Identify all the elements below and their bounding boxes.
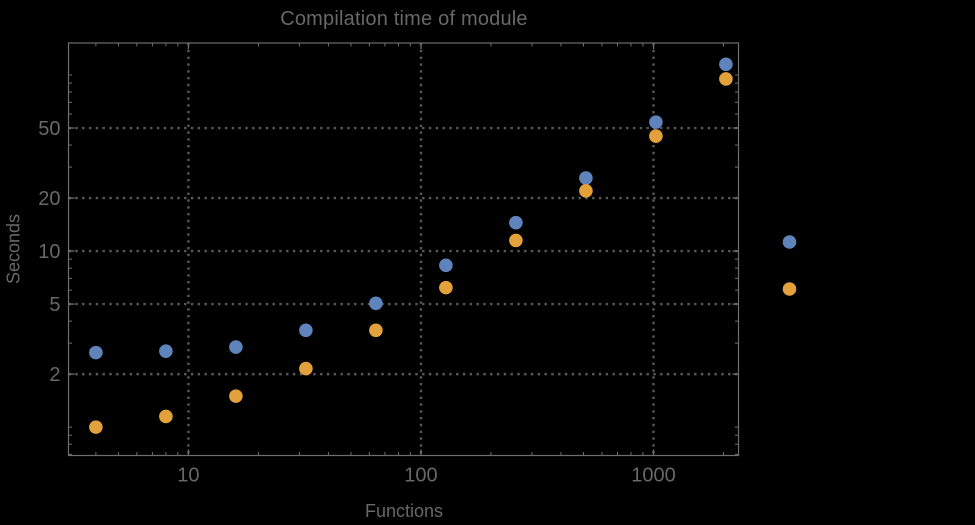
data-point-series-1-blue — [509, 215, 523, 230]
data-point-series-2-orange — [719, 72, 733, 86]
data-point-series-2-orange — [299, 361, 313, 376]
data-point-series-1-blue — [439, 258, 453, 273]
y-tick-label: 10 — [38, 241, 60, 263]
data-point-series-2-orange — [439, 280, 453, 295]
y-axis-label: Seconds — [3, 213, 24, 285]
y-tick-label: 20 — [38, 188, 60, 210]
plot-frame — [67, 42, 740, 457]
x-tick-label: 1000 — [631, 465, 676, 487]
x-tick-label: 100 — [404, 465, 437, 487]
x-axis-label: Functions — [364, 501, 444, 521]
x-tick-label: 10 — [177, 465, 199, 487]
data-point-series-1-blue — [159, 344, 173, 358]
legend-marker-blue — [782, 235, 797, 249]
data-point-series-2-orange — [509, 233, 523, 248]
legend-marker-orange — [782, 282, 797, 296]
data-point-series-1-blue — [229, 340, 243, 354]
data-point-series-1-blue — [579, 171, 593, 185]
y-tick-label: 2 — [49, 364, 60, 386]
data-point-series-1-blue — [89, 345, 103, 360]
data-point-series-2-orange — [89, 420, 103, 434]
y-tick-label: 5 — [49, 294, 60, 316]
data-point-series-2-orange — [649, 129, 663, 143]
data-point-series-2-orange — [579, 183, 593, 198]
data-point-series-1-blue — [299, 323, 313, 338]
y-tick-label: 50 — [38, 118, 60, 140]
data-point-series-2-orange — [369, 323, 383, 338]
data-point-series-1-blue — [649, 115, 663, 129]
data-point-series-1-blue — [369, 296, 383, 311]
data-point-series-2-orange — [159, 409, 173, 424]
chart-title: Compilation time of module — [280, 8, 528, 30]
data-point-series-2-orange — [229, 389, 243, 403]
data-point-series-1-blue — [719, 57, 733, 72]
